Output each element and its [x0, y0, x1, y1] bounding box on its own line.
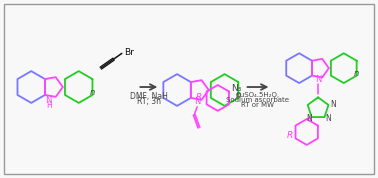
- Text: n: n: [90, 88, 95, 98]
- Text: RT or MW: RT or MW: [242, 102, 274, 108]
- Text: N: N: [194, 97, 200, 106]
- Text: R: R: [287, 132, 293, 140]
- Text: RT, 3h: RT, 3h: [137, 97, 161, 106]
- Text: N: N: [330, 100, 336, 109]
- Text: H: H: [46, 101, 52, 110]
- Text: Br: Br: [124, 48, 134, 57]
- Text: N: N: [306, 114, 311, 123]
- Text: N₃: N₃: [231, 84, 241, 93]
- Text: Sodium ascorbate: Sodium ascorbate: [226, 97, 290, 103]
- Text: N: N: [45, 96, 51, 105]
- Text: n: n: [354, 69, 359, 78]
- Text: DMF, NaH: DMF, NaH: [130, 92, 168, 101]
- Text: N: N: [325, 114, 331, 123]
- Text: CuSO₄.5H₂O,: CuSO₄.5H₂O,: [236, 92, 280, 98]
- Text: n: n: [236, 91, 241, 100]
- Text: R: R: [196, 93, 202, 102]
- Text: N: N: [315, 75, 321, 84]
